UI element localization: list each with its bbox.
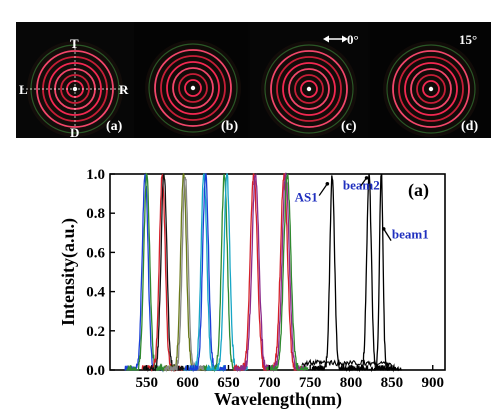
crosshair-label-top: T: [70, 36, 79, 51]
series-line: [206, 173, 248, 371]
ring: [148, 43, 238, 133]
x-tick-label: 700: [258, 375, 281, 391]
ring-panel-c: 0° (c): [250, 22, 368, 138]
y-tick-label: 0.4: [86, 285, 105, 301]
y-axis-title: Intensity(a.u.): [58, 218, 79, 326]
ring-pattern-c: [261, 41, 357, 137]
y-tick-label: 0.2: [86, 324, 105, 340]
ring: [282, 62, 336, 116]
ring-center: [190, 85, 196, 91]
crosshair-label-bottom: D: [70, 125, 79, 140]
ring-image-strip: T D L R (a) (b) 0° (c): [16, 22, 491, 140]
ring: [172, 67, 214, 109]
x-tick-label: 650: [217, 375, 240, 391]
ring-pattern-d: [383, 41, 479, 137]
annotation-arrowhead: [381, 227, 386, 231]
x-tick-label: 600: [176, 375, 199, 391]
annotation-beam1: beam1: [392, 227, 429, 242]
ring-panel-d-bg: [370, 22, 491, 138]
ticks-layer: 550 600 650 700 750 800 850 900 0.0 0.2 0.4 0.6 0.8 1…: [86, 167, 444, 391]
ring: [270, 50, 348, 128]
x-tick-label: 550: [136, 375, 159, 391]
ring: [410, 68, 452, 110]
ring: [422, 80, 440, 98]
series-line-beam1: [360, 173, 402, 373]
ring-center: [428, 86, 434, 92]
ring: [276, 56, 342, 122]
series-line-beam2: [348, 173, 390, 373]
y-tick-label: 0.6: [86, 245, 105, 261]
panel-label-d: (d): [461, 119, 478, 134]
polarizer-angle-c: 0°: [347, 32, 359, 47]
ring: [184, 79, 202, 97]
ring-pattern-b: [145, 40, 241, 136]
y-tick-label: 0.0: [86, 363, 105, 379]
ring: [48, 62, 102, 116]
panel-label-a: (a): [106, 119, 123, 134]
crosshair-label-left: L: [19, 82, 28, 97]
double-arrow-icon: [323, 35, 348, 43]
series-line: [266, 173, 309, 372]
ring: [154, 49, 232, 127]
y-tick-label: 1.0: [86, 167, 105, 183]
annotation-arrowhead: [364, 176, 369, 180]
series-line: [126, 172, 168, 373]
panel-label-c: (c): [341, 119, 357, 134]
panel-label-b: (b): [221, 119, 238, 134]
x-tick-label: 900: [421, 375, 444, 391]
ring: [398, 56, 464, 122]
crosshair-label-right: R: [119, 82, 129, 97]
annotation-arrow: [383, 228, 392, 241]
ring: [288, 68, 330, 110]
annotation-AS1: AS1: [295, 189, 318, 204]
ring: [300, 80, 318, 98]
x-tick-label: 850: [381, 375, 404, 391]
x-axis-title: Wavelength(nm): [214, 389, 342, 410]
y-tick-label: 0.8: [86, 206, 105, 222]
ring: [36, 50, 114, 128]
x-tick-label: 750: [299, 375, 322, 391]
ring-panel-d: 15° (d): [370, 22, 491, 138]
ring: [404, 62, 458, 116]
series-line: [184, 173, 227, 373]
ring: [294, 74, 324, 104]
ring: [264, 44, 354, 134]
annotation-arrow: [318, 183, 328, 196]
plot-frame: [109, 173, 446, 371]
series-line: [164, 176, 207, 373]
series-line-AS1: [311, 175, 354, 372]
series-layer: [124, 171, 402, 373]
ring-panel-c-bg: [250, 22, 368, 138]
spectrum-chart: 550 600 650 700 750 800 850 900 0.0 0.2 0.4 0.6 0.8 1…: [58, 167, 446, 410]
ring-panel-a: T D L R (a): [16, 22, 134, 140]
baseline-trace: [301, 358, 392, 369]
x-tick-label: 800: [340, 375, 363, 391]
ring: [392, 50, 470, 128]
polarizer-angle-d: 15°: [459, 32, 477, 47]
ring: [60, 74, 90, 104]
ring: [160, 55, 226, 121]
annotation-arrowhead: [325, 182, 330, 186]
ring: [178, 73, 208, 103]
ring: [416, 74, 446, 104]
ring: [386, 44, 476, 134]
ring-panel-b: (b): [134, 22, 248, 138]
ring: [166, 61, 220, 115]
chart-panel-label: (a): [408, 180, 429, 201]
ring-center: [306, 86, 312, 92]
